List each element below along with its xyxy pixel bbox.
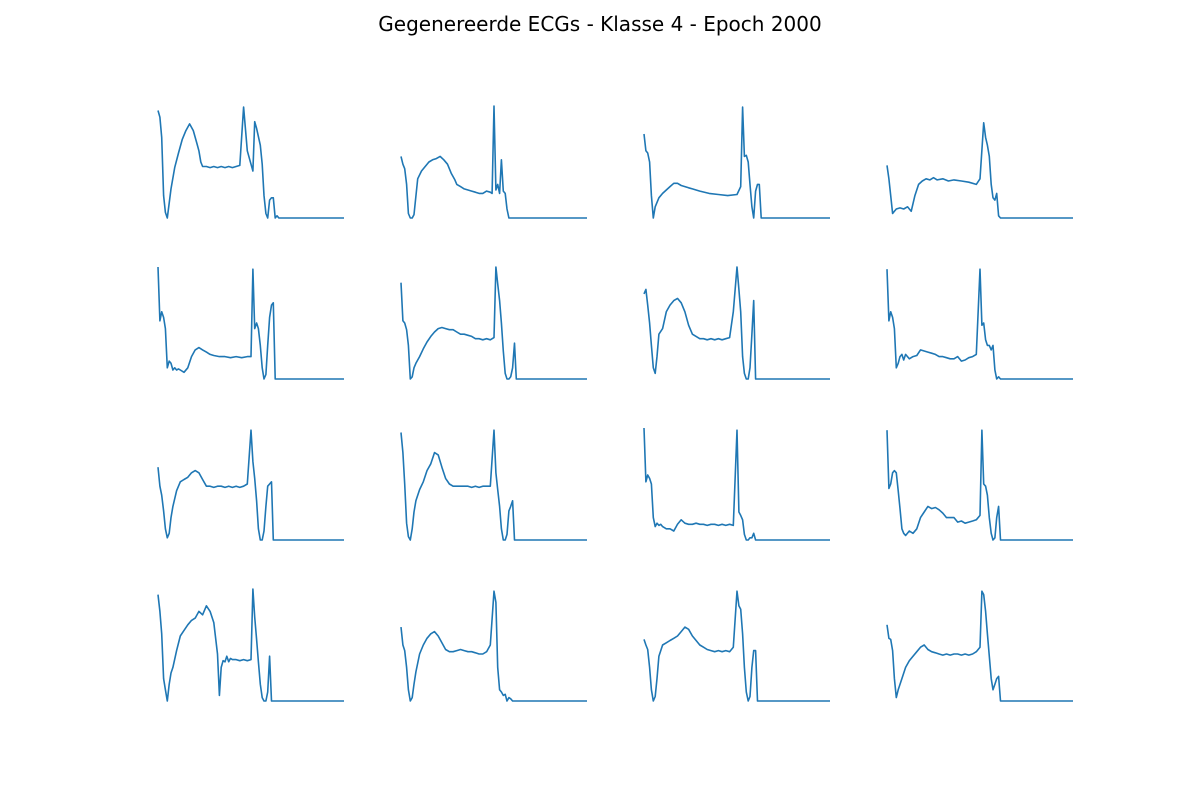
subplot-2-4 — [886, 268, 1073, 380]
subplot-4-1 — [157, 588, 344, 702]
ecg-line — [886, 268, 1073, 380]
subplot-1-4 — [886, 122, 1073, 219]
subplot-3-2 — [400, 429, 587, 541]
ecg-line — [157, 266, 344, 380]
ecg-line — [643, 106, 830, 219]
subplot-2-3 — [643, 266, 830, 380]
subplot-1-3 — [643, 106, 830, 219]
ecg-line — [643, 590, 830, 702]
ecg-line — [886, 429, 1073, 541]
ecg-line — [157, 588, 344, 702]
subplot-2-1 — [157, 266, 344, 380]
ecg-line — [886, 590, 1073, 702]
ecg-line — [400, 105, 587, 219]
subplot-4-3 — [643, 590, 830, 702]
subplot-2-2 — [400, 266, 587, 380]
subplot-4-4 — [886, 590, 1073, 702]
ecg-line — [157, 106, 344, 219]
ecg-line — [157, 429, 344, 541]
figure-title: Gegenereerde ECGs - Klasse 4 - Epoch 200… — [378, 12, 822, 36]
subplot-1-2 — [400, 105, 587, 219]
ecg-line — [643, 427, 830, 541]
ecg-line — [643, 266, 830, 380]
ecg-line — [400, 429, 587, 541]
ecg-line — [886, 122, 1073, 219]
subplot-1-1 — [157, 106, 344, 219]
ecg-line — [400, 590, 587, 702]
subplot-3-1 — [157, 429, 344, 541]
subplot-3-3 — [643, 427, 830, 541]
ecg-line — [400, 266, 587, 380]
subplot-4-2 — [400, 590, 587, 702]
subplot-3-4 — [886, 429, 1073, 541]
